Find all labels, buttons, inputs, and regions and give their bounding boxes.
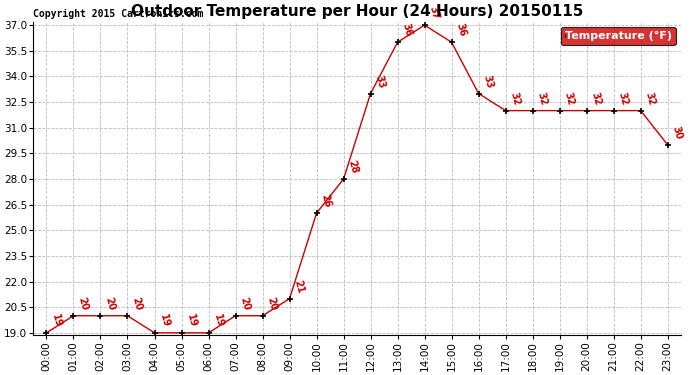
Text: 19: 19 xyxy=(50,313,63,328)
Text: 32: 32 xyxy=(644,91,657,106)
Text: 37: 37 xyxy=(428,5,441,21)
Text: 28: 28 xyxy=(347,159,360,175)
Text: 20: 20 xyxy=(77,296,90,312)
Text: 19: 19 xyxy=(158,313,171,328)
Text: 26: 26 xyxy=(319,193,333,209)
Text: 32: 32 xyxy=(563,91,576,106)
Text: 20: 20 xyxy=(239,296,252,312)
Legend: Temperature (°F): Temperature (°F) xyxy=(561,27,676,45)
Text: 20: 20 xyxy=(130,296,144,312)
Text: 36: 36 xyxy=(455,22,468,38)
Text: 32: 32 xyxy=(536,91,549,106)
Text: 32: 32 xyxy=(617,91,630,106)
Text: Copyright 2015 Cartronics.com: Copyright 2015 Cartronics.com xyxy=(33,9,204,19)
Title: Outdoor Temperature per Hour (24 Hours) 20150115: Outdoor Temperature per Hour (24 Hours) … xyxy=(131,4,583,19)
Text: 20: 20 xyxy=(104,296,117,312)
Text: 33: 33 xyxy=(374,74,387,89)
Text: 21: 21 xyxy=(293,279,306,294)
Text: 19: 19 xyxy=(212,313,225,328)
Text: 32: 32 xyxy=(509,91,522,106)
Text: 36: 36 xyxy=(401,22,414,38)
Text: 30: 30 xyxy=(671,125,684,141)
Text: 32: 32 xyxy=(590,91,603,106)
Text: 33: 33 xyxy=(482,74,495,89)
Text: 20: 20 xyxy=(266,296,279,312)
Text: 19: 19 xyxy=(185,313,198,328)
